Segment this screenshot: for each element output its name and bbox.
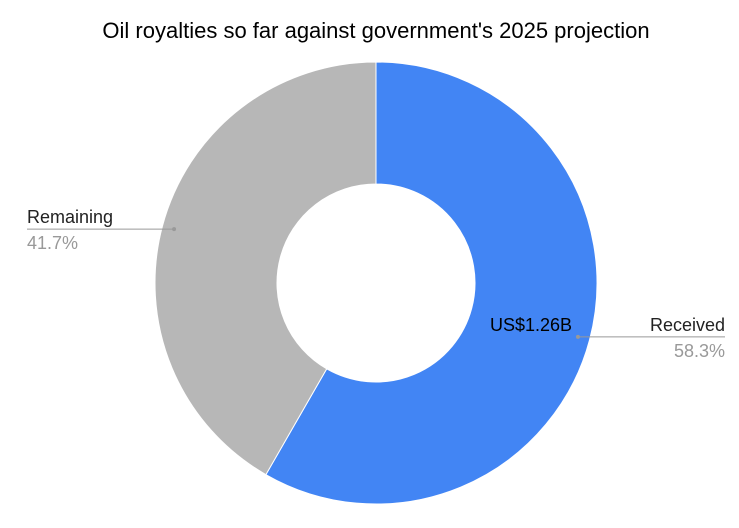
data-label: 58.3% [674,341,725,361]
chart-title: Oil royalties so far against government'… [102,18,649,43]
slice [265,61,598,505]
legend-label: Received [650,315,725,335]
leader-dot [575,334,580,339]
data-label: 41.7% [27,233,78,253]
leader-dot [172,227,177,232]
donut [154,61,598,505]
slice [154,61,377,476]
annotation: US$1.26B [490,315,572,335]
legend-label: Remaining [27,207,113,227]
